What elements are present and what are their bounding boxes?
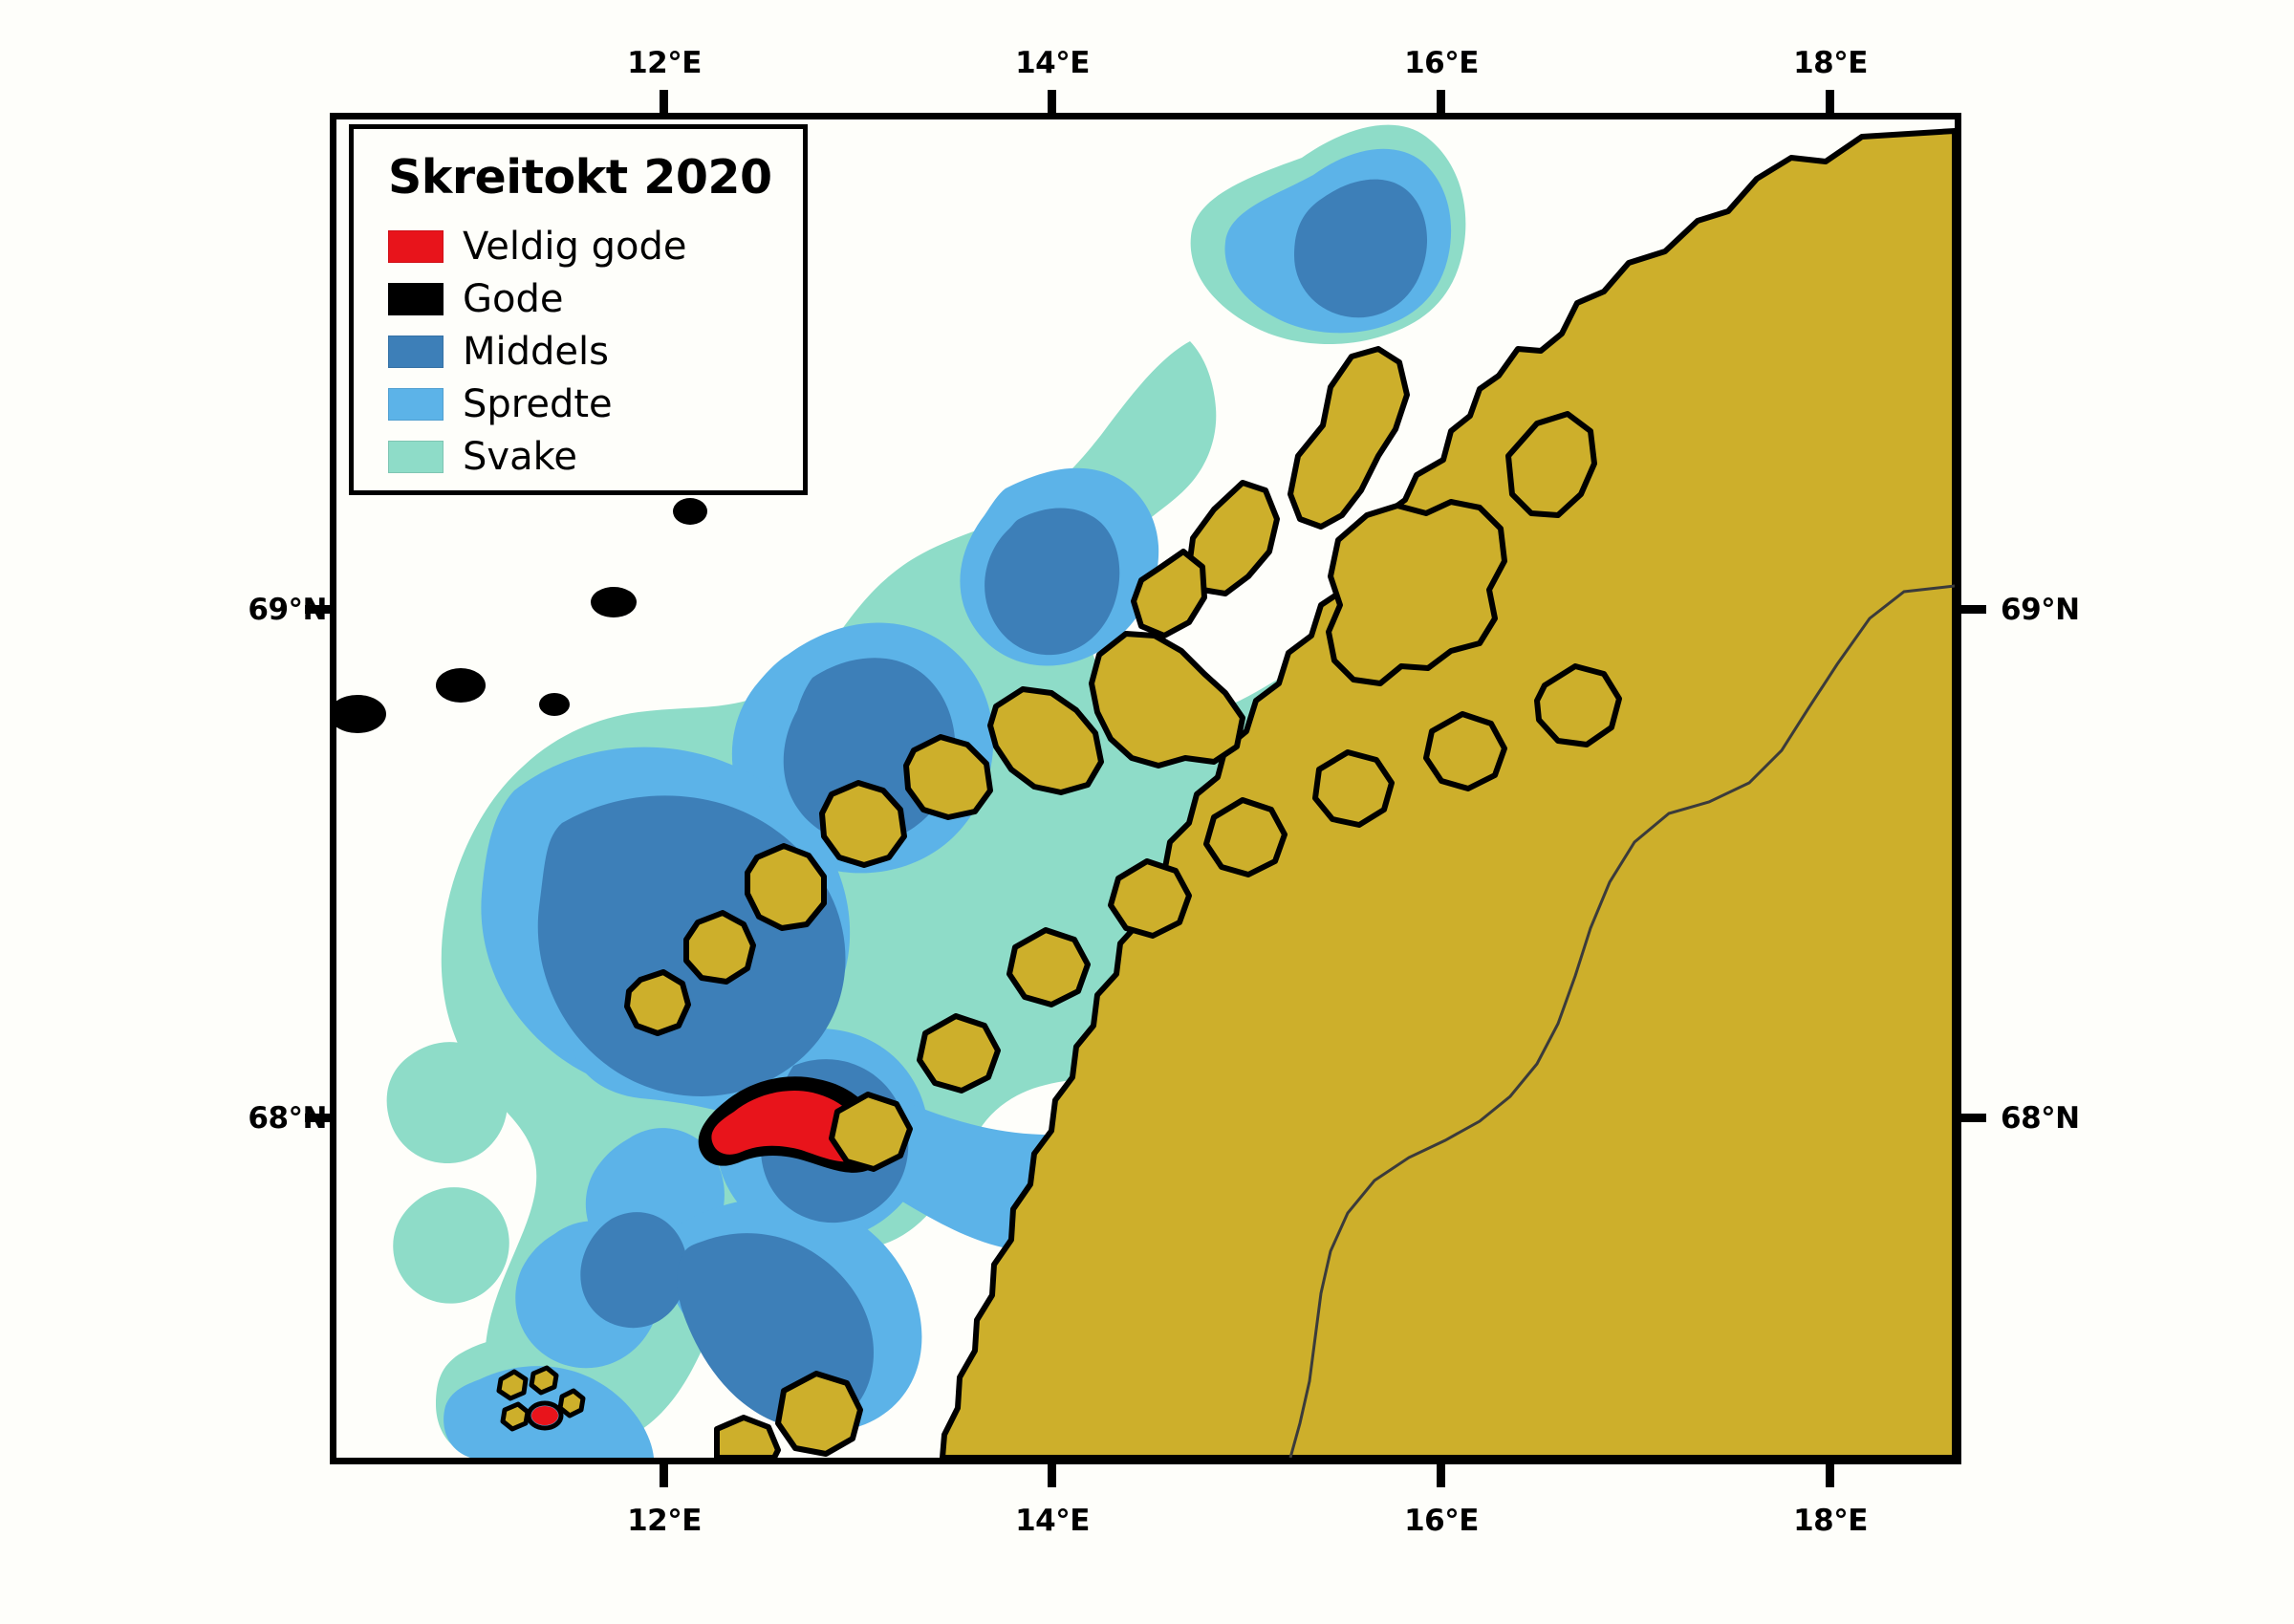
land-coast-isl-3	[1312, 749, 1395, 828]
legend-label-veldig-gode: Veldig gode	[463, 224, 687, 269]
land-austvagoy	[1089, 631, 1245, 769]
tick-top-0	[660, 90, 668, 115]
axis-label-bottom-0: 12°E	[627, 1504, 702, 1538]
land-lofoten-tail3	[624, 969, 691, 1036]
tick-bottom-3	[1826, 1462, 1834, 1487]
land-lofoten-tail	[745, 843, 827, 931]
national-border-line	[1288, 584, 1955, 1458]
gode-spot-5	[539, 693, 570, 716]
land-coast-isl-6	[1006, 927, 1091, 1007]
legend-item-veldig-gode: Veldig gode	[388, 220, 782, 272]
land-vesteralen-1	[1288, 346, 1410, 530]
tick-left-1	[305, 1114, 332, 1122]
tick-bottom-0	[660, 1462, 668, 1487]
axis-label-right-0: 69°N	[2001, 593, 2080, 627]
land-mainland	[940, 128, 1955, 1458]
middels-polygon-lof-small	[580, 1212, 688, 1329]
land-islet-rost-1	[496, 1369, 529, 1401]
land-coast-isl-4	[1203, 797, 1288, 877]
map-canvas	[336, 124, 1955, 1458]
svake-polygon-sw-blob	[386, 1042, 508, 1163]
gode-spot-1	[673, 498, 707, 525]
land-coast-isl-8	[829, 1092, 913, 1172]
gode-spot-2	[591, 587, 637, 617]
tick-right-1	[1959, 1114, 1986, 1122]
tick-right-0	[1959, 605, 1986, 614]
land-islet-rost-3	[500, 1401, 530, 1432]
tick-top-3	[1826, 90, 1834, 115]
legend-item-middels: Middels	[388, 325, 782, 378]
legend-label-svake: Svake	[463, 434, 577, 479]
land-andoya-ish	[1505, 411, 1597, 518]
middels-polygon-north	[1294, 179, 1428, 318]
land-coast-isl-1	[1534, 663, 1622, 747]
land-south-coast-2	[714, 1415, 781, 1458]
legend-label-middels: Middels	[463, 329, 609, 374]
axis-label-top-3: 18°E	[1793, 46, 1868, 80]
legend-swatch-svake	[388, 440, 444, 473]
legend-swatch-middels	[388, 335, 444, 368]
veldig-gode-spot-south	[531, 1406, 558, 1425]
axis-label-top-0: 12°E	[627, 46, 702, 80]
land-coast-isl-5	[1108, 858, 1192, 939]
axis-label-bottom-2: 16°E	[1404, 1504, 1479, 1538]
land-hinnoya	[1326, 499, 1507, 686]
land-coast-isl-7	[917, 1013, 1001, 1093]
map-legend: Skreitokt 2020 Veldig gode Gode Middels …	[349, 124, 808, 495]
land-flakstadoy	[903, 734, 993, 820]
land-vestvagoy	[987, 686, 1104, 795]
land-layer	[496, 128, 1955, 1458]
legend-label-spredte: Spredte	[463, 381, 613, 426]
tick-left-0	[305, 605, 332, 614]
legend-swatch-spredte	[388, 387, 444, 421]
legend-title: Skreitokt 2020	[388, 150, 772, 205]
land-islet-rost-2	[529, 1365, 559, 1396]
tick-top-1	[1048, 90, 1056, 115]
middels-polygon-upper	[985, 508, 1120, 656]
land-coast-isl-2	[1423, 711, 1507, 791]
axis-label-top-2: 16°E	[1404, 46, 1479, 80]
axis-label-right-1: 68°N	[2001, 1101, 2080, 1136]
legend-swatch-gode	[388, 282, 444, 315]
axis-label-top-1: 14°E	[1015, 46, 1090, 80]
land-moskenesoy	[819, 780, 907, 868]
gode-spot-3	[436, 668, 486, 703]
legend-item-gode: Gode	[388, 272, 782, 325]
tick-bottom-1	[1048, 1462, 1056, 1487]
land-islet-rost-4	[557, 1388, 586, 1418]
legend-item-spredte: Spredte	[388, 378, 782, 430]
land-vesteralen-3	[1131, 549, 1207, 639]
land-south-coast-1	[775, 1371, 863, 1457]
legend-item-svake: Svake	[388, 430, 782, 483]
legend-swatch-veldig-gode	[388, 229, 444, 263]
density-layer-veldig-gode	[526, 1091, 867, 1431]
veldig-gode-polygon	[711, 1091, 867, 1162]
land-lofoten-tail2	[683, 910, 756, 985]
axis-label-bottom-3: 18°E	[1793, 1504, 1868, 1538]
tick-bottom-2	[1437, 1462, 1445, 1487]
tick-top-2	[1437, 90, 1445, 115]
legend-label-gode: Gode	[463, 276, 564, 321]
svake-polygon-sw-blob2	[393, 1187, 509, 1304]
gode-spot-4	[336, 695, 386, 733]
axis-label-bottom-1: 14°E	[1015, 1504, 1090, 1538]
